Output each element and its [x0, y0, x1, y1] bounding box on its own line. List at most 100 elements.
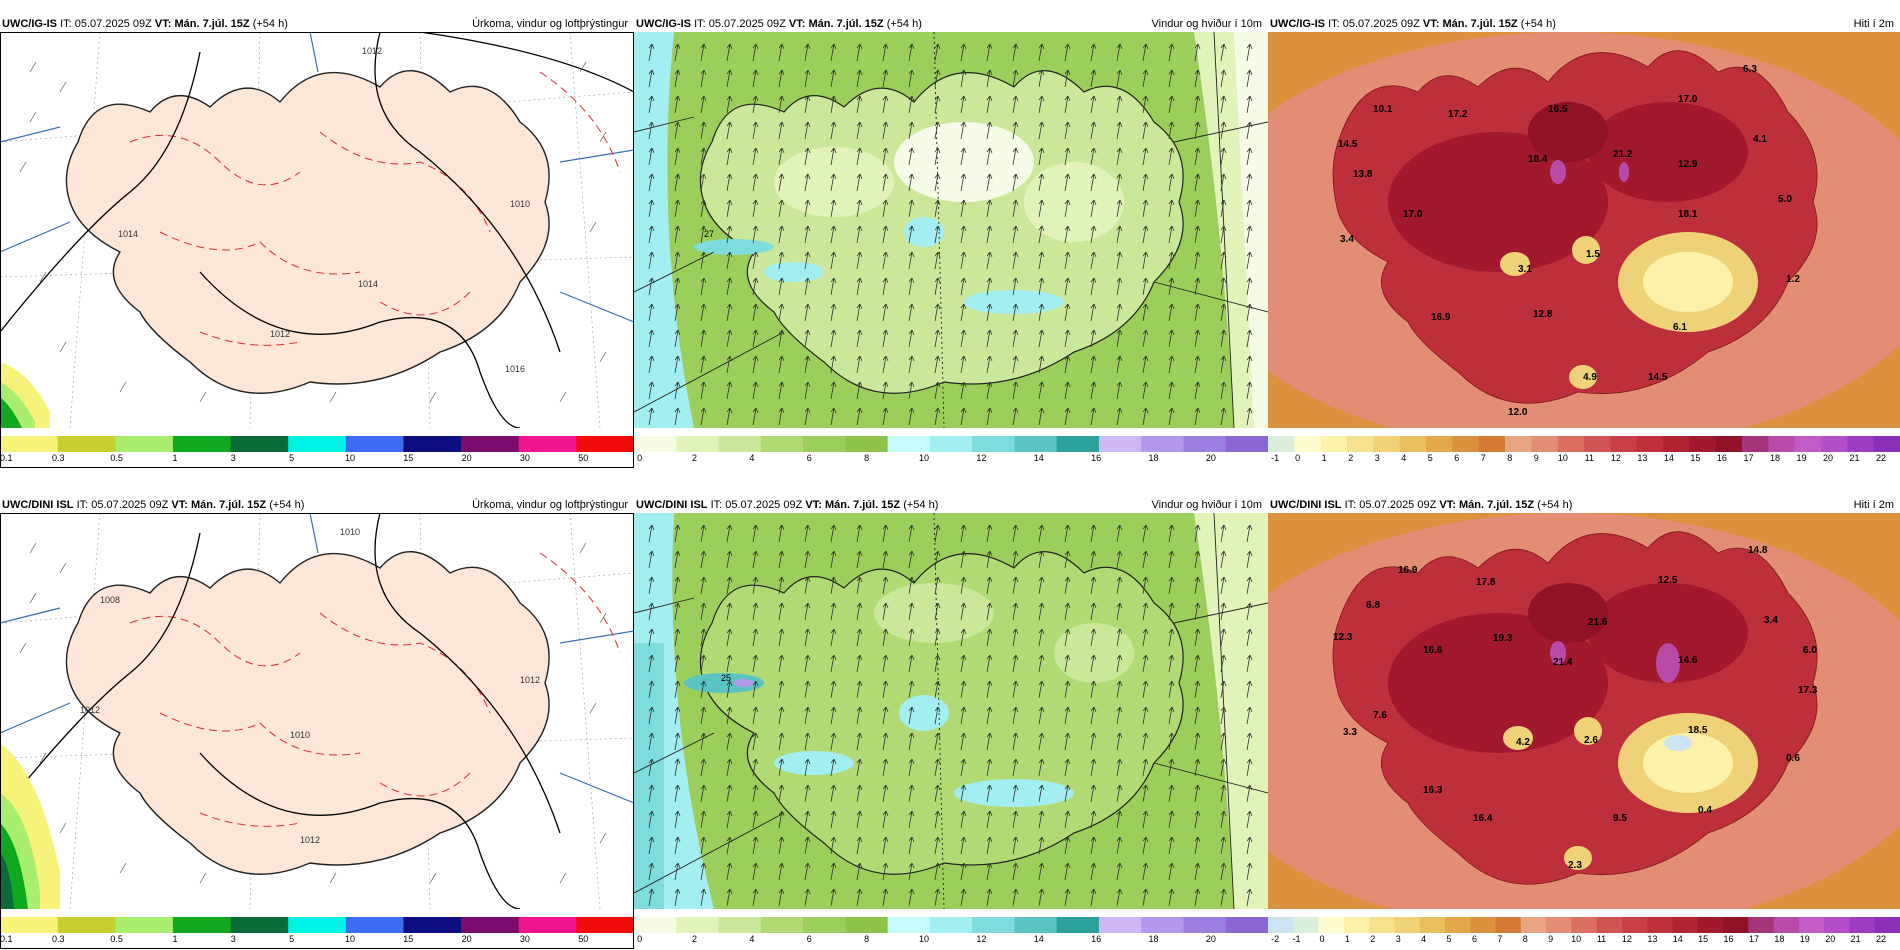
wind-arrow-icon	[648, 43, 655, 62]
wind-arrow-icon	[1064, 758, 1071, 777]
temperature-value-label: 14.5	[1338, 139, 1358, 150]
wind-arrow-icon	[1246, 576, 1253, 595]
wind-arrow-icon	[778, 225, 785, 244]
wind-arrow-icon	[1220, 784, 1227, 803]
colorbar-swatch	[1742, 436, 1769, 452]
wind-arrow-icon	[674, 810, 681, 829]
wind-arrow-icon	[830, 888, 837, 907]
colorbar-swatch	[803, 917, 846, 933]
temperature-value-label: 3.3	[1343, 727, 1357, 738]
wind-arrow-icon	[1116, 43, 1123, 62]
wind-arrow-icon	[1038, 602, 1045, 621]
colorbar-swatch	[1663, 436, 1690, 452]
wind-arrow-icon	[986, 121, 993, 140]
wind-arrow-icon	[1142, 69, 1149, 88]
wind-arrow-icon	[908, 524, 915, 543]
wind-arrow-icon	[1064, 784, 1071, 803]
wind-arrow-icon	[934, 173, 941, 192]
wind-arrow-icon	[856, 732, 863, 751]
colorbar-tick-label: 0	[637, 453, 643, 463]
colorbar-tick-label: 18	[1148, 453, 1159, 463]
temperature-value-label: 10.1	[1373, 104, 1393, 115]
wind-arrow-icon	[1194, 43, 1201, 62]
panel-header: UWC/DINI ISL IT: 05.07.2025 09Z VT: Mán.…	[1268, 497, 1900, 513]
wind-arrow-icon	[1194, 810, 1201, 829]
wind-arrow-icon	[1142, 225, 1149, 244]
wind-arrow-icon	[1246, 381, 1253, 400]
wind-arrow-icon	[1194, 628, 1201, 647]
wind-arrow-icon	[804, 43, 811, 62]
wind-arrow-icon	[908, 95, 915, 114]
wind-arrow-icon	[1142, 602, 1149, 621]
temperature-value-label: 0.6	[1786, 753, 1800, 764]
colorbar-tick-label: 7	[1480, 453, 1486, 463]
colorbar-swatch	[1268, 436, 1295, 452]
wind-arrow-icon	[804, 836, 811, 855]
wind-arrow-icon	[1194, 654, 1201, 673]
wind-arrow-icon	[1116, 381, 1123, 400]
wind-arrow-icon	[1142, 251, 1149, 270]
wind-arrow-icon	[1116, 225, 1123, 244]
wind-arrow-icon	[1168, 888, 1175, 907]
max-precip-label: 25	[721, 673, 731, 683]
wind-arrow-icon	[674, 784, 681, 803]
wind-arrow-icon	[804, 277, 811, 296]
wind-arrow-icon	[908, 810, 915, 829]
wind-arrow-icon	[1194, 173, 1201, 192]
wind-arrow-icon	[1142, 628, 1149, 647]
wind-arrow-icon	[752, 524, 759, 543]
wind-arrow-icon	[1116, 550, 1123, 569]
temperature-value-label: 1.2	[1786, 274, 1800, 285]
wind-arrow-icon	[752, 251, 759, 270]
wind-arrow-icon	[804, 706, 811, 725]
wind-arrow-icon	[856, 654, 863, 673]
colorbar-swatch	[1056, 436, 1100, 452]
colorbar-tick-label: 7	[1497, 934, 1503, 944]
wind-arrow-icon	[648, 251, 655, 270]
colorbar-swatch	[845, 436, 889, 452]
issue-time: 05.07.2025 09Z	[91, 499, 169, 511]
valid-time: Mán. 7.júl. 15Z	[174, 18, 250, 30]
wind-arrow-icon	[648, 888, 655, 907]
wind-arrow-icon	[1168, 329, 1175, 348]
temperature-value-label: 12.9	[1678, 159, 1698, 170]
wind-arrow-icon	[726, 758, 733, 777]
wind-arrow-icon	[830, 784, 837, 803]
wind-arrow-icon	[1038, 576, 1045, 595]
wind-arrow-icon	[830, 758, 837, 777]
wind-arrow-icon	[934, 95, 941, 114]
colorbar-swatch	[518, 917, 577, 933]
wind-arrow-icon	[830, 95, 837, 114]
wind-arrow-icon	[1168, 407, 1175, 426]
wind-arrow-icon	[1168, 303, 1175, 322]
wind-arrow-icon	[700, 173, 707, 192]
wind-arrow-icon	[1064, 381, 1071, 400]
colorbar-swatch	[1056, 917, 1100, 933]
wind-arrow-icon	[1090, 121, 1097, 140]
wind-arrow-icon	[1168, 43, 1175, 62]
wind-arrow-icon	[934, 836, 941, 855]
model-name: UWC/IG-IS	[2, 18, 57, 30]
wind-arrow-icon	[778, 550, 785, 569]
colorbar-swatch	[1821, 436, 1848, 452]
temperature-value-label: 12.8	[1533, 309, 1553, 320]
wind-arrow-icon	[1220, 576, 1227, 595]
wind-arrow-icon	[1220, 602, 1227, 621]
wind-arrow-icon	[1142, 576, 1149, 595]
wind-arrow-icon	[1116, 810, 1123, 829]
wind-arrow-icon	[960, 680, 967, 699]
wind-arrow-icon	[1038, 303, 1045, 322]
wind-arrow-icon	[1168, 628, 1175, 647]
wind-arrow-icon	[726, 576, 733, 595]
wind-arrow-icon	[1090, 706, 1097, 725]
wind-arrow-icon	[1142, 121, 1149, 140]
wind-arrow-icon	[700, 251, 707, 270]
temp-map: 16.9 17.8 12.5 14.8 6.8 12.3 16.6 19.3 21.6 21.4 1…	[1268, 513, 1900, 909]
temperature-value-label: 12.0	[1508, 407, 1528, 418]
wind-arrow-icon	[1090, 407, 1097, 426]
colorbar-tick-label: 5	[289, 934, 295, 944]
colorbar-tick-label: 9	[1533, 453, 1539, 463]
wind-arrow-icon	[752, 173, 759, 192]
wind-arrow-icon	[1064, 251, 1071, 270]
wind-arrow-icon	[882, 355, 889, 374]
